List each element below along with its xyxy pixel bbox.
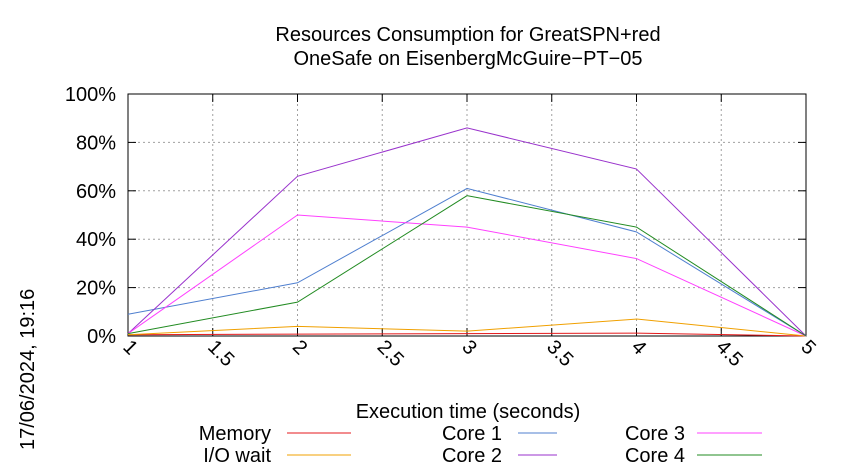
y-tick-label: 100% [65, 84, 116, 106]
y-tick-label: 60% [76, 181, 116, 203]
legend-label-core-1: Core 1 [442, 423, 502, 445]
x-tick-label: 4 [627, 336, 650, 359]
chart-title-line-1: Resources Consumption for GreatSPN+red [275, 24, 660, 46]
series-lines [127, 127, 807, 337]
legend-label-i-o-wait: I/O wait [203, 445, 271, 467]
chart-title-line-2: OneSafe on EisenbergMcGuire−PT−05 [293, 48, 642, 70]
series-line-core-3 [127, 214, 807, 337]
y-tick-label: 20% [76, 278, 116, 300]
series-line-core-2 [127, 127, 807, 337]
timestamp-label: 17/06/2024, 19:16 [17, 289, 39, 450]
series-line-core-1 [127, 187, 807, 337]
series-line-i-o-wait [127, 318, 807, 337]
legend-label-core-3: Core 3 [625, 423, 685, 445]
legend-label-memory: Memory [199, 423, 271, 445]
legend-label-core-2: Core 2 [442, 445, 502, 467]
y-tick-label: 40% [76, 229, 116, 251]
y-axis-ticks: 0% 20% 40% 60% 80% 100% [65, 84, 806, 348]
series-line-memory [127, 332, 807, 337]
x-tick-label: 3.5 [542, 336, 577, 371]
y-tick-label: 80% [76, 132, 116, 154]
chart-title: Resources Consumption for GreatSPN+red O… [275, 24, 660, 70]
x-tick-label: 5 [796, 336, 819, 359]
x-tick-label: 4.5 [712, 336, 747, 371]
x-tick-label: 3 [457, 336, 480, 359]
x-axis-label: Execution time (seconds) [356, 401, 581, 423]
grid [127, 93, 807, 337]
x-tick-label: 2 [288, 336, 311, 359]
x-tick-label: 2.5 [373, 336, 408, 371]
x-tick-label: 1 [118, 336, 141, 359]
x-tick-label: 1.5 [203, 336, 238, 371]
legend-label-core-4: Core 4 [625, 445, 685, 467]
y-tick-label: 0% [87, 326, 116, 348]
series-line-core-4 [127, 195, 807, 337]
